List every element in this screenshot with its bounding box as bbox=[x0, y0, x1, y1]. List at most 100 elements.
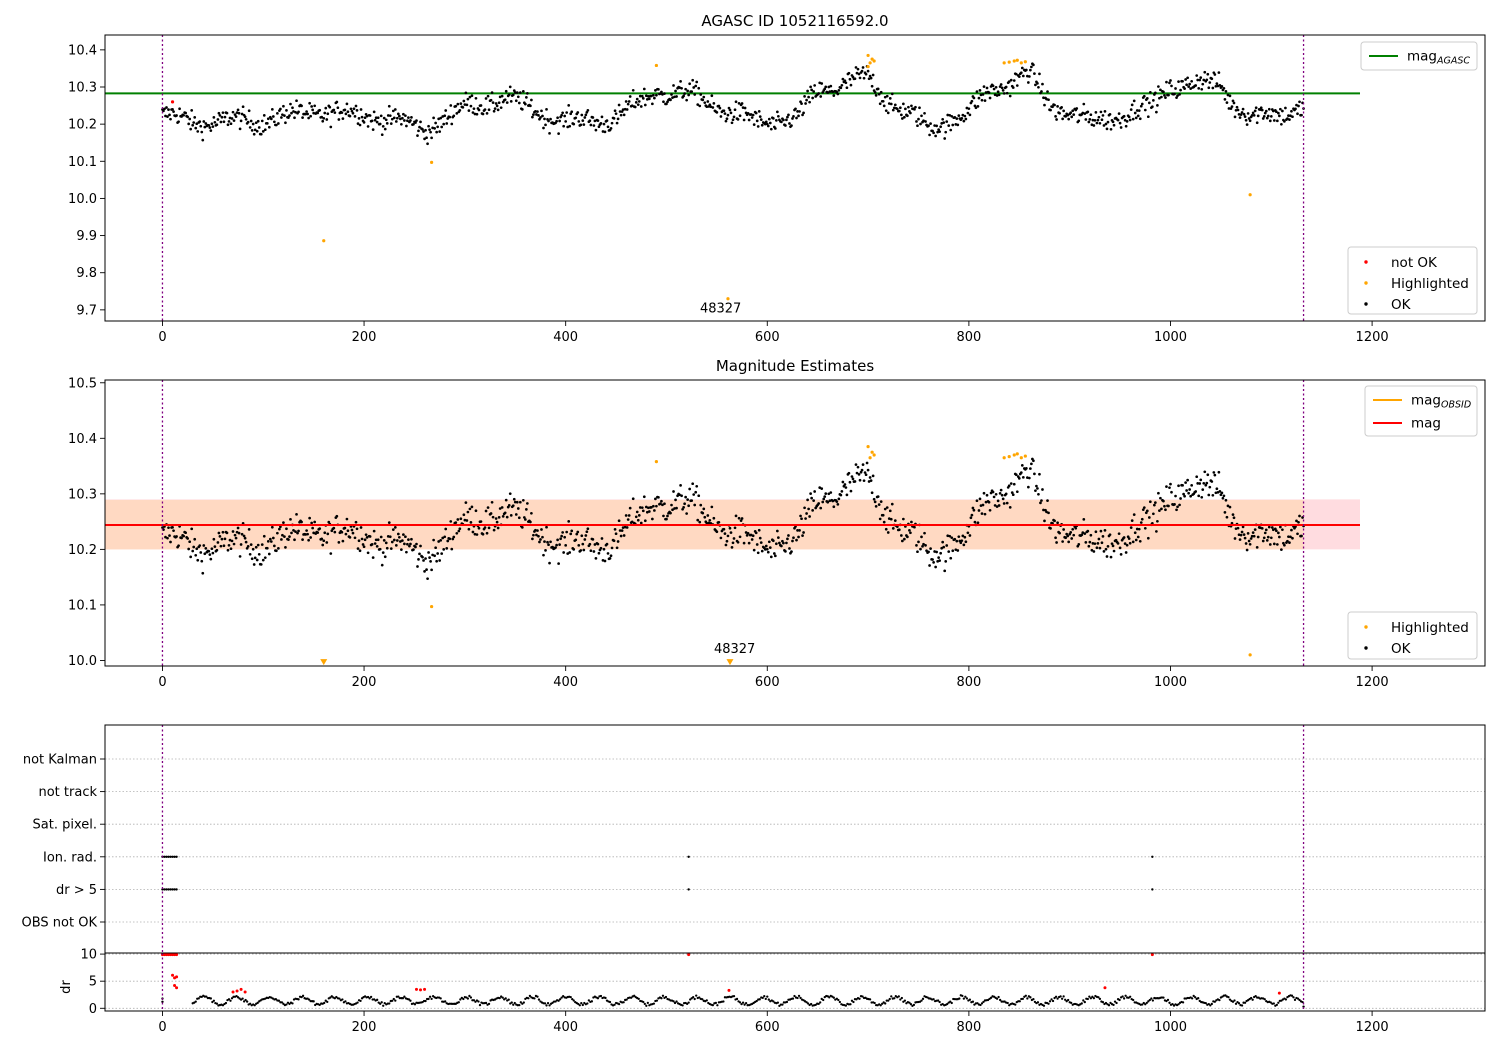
ok-point bbox=[747, 541, 751, 545]
ok-point bbox=[1094, 110, 1098, 114]
dr-point bbox=[388, 1002, 391, 1005]
dr-flagged-point bbox=[419, 988, 423, 992]
ok-point bbox=[797, 535, 800, 539]
ok-point bbox=[396, 532, 400, 536]
ok-point bbox=[256, 543, 260, 547]
dr-point bbox=[394, 999, 397, 1002]
ok-point bbox=[1252, 113, 1256, 117]
ok-point bbox=[184, 531, 187, 535]
ok-point bbox=[399, 540, 402, 543]
ok-point bbox=[642, 495, 646, 499]
ok-point bbox=[1067, 540, 1071, 544]
ok-point bbox=[394, 120, 398, 123]
x-tick-label: 600 bbox=[755, 1020, 780, 1035]
ok-point bbox=[1004, 85, 1008, 89]
dr-point bbox=[211, 1000, 214, 1004]
ok-point bbox=[196, 558, 200, 562]
flag-point bbox=[687, 855, 690, 858]
ok-point bbox=[1195, 74, 1199, 77]
highlighted-point bbox=[872, 453, 876, 457]
ok-point bbox=[740, 102, 744, 105]
ok-point bbox=[1028, 75, 1031, 78]
dr-point bbox=[858, 997, 861, 1000]
ok-point bbox=[343, 526, 347, 530]
ok-point bbox=[387, 104, 391, 108]
ok-point bbox=[568, 551, 572, 554]
ok-point bbox=[403, 542, 406, 546]
ok-point bbox=[777, 114, 780, 118]
ok-point bbox=[1270, 526, 1274, 529]
ok-point bbox=[890, 502, 894, 506]
x-tick-label: 200 bbox=[352, 330, 377, 345]
ok-point bbox=[966, 531, 970, 535]
ok-point bbox=[526, 502, 529, 505]
ok-point bbox=[1005, 501, 1009, 505]
dr-point bbox=[982, 1000, 985, 1004]
dr-point bbox=[879, 1004, 882, 1007]
dr-point bbox=[761, 996, 764, 1000]
ok-point bbox=[1021, 74, 1025, 78]
ok-point bbox=[1043, 103, 1046, 107]
dr-point bbox=[1263, 998, 1266, 1001]
dr-point bbox=[548, 1004, 551, 1007]
dr-point bbox=[242, 1000, 246, 1003]
ok-point bbox=[1178, 93, 1181, 96]
ok-point bbox=[211, 551, 215, 555]
ok-point bbox=[387, 521, 391, 524]
dr-point bbox=[224, 1001, 228, 1005]
ok-point bbox=[244, 117, 248, 121]
dr-point bbox=[558, 998, 562, 1001]
ok-point bbox=[329, 552, 333, 555]
ok-point bbox=[1162, 90, 1165, 94]
dr-point bbox=[1166, 998, 1170, 1001]
dr-point bbox=[469, 996, 473, 999]
ok-point bbox=[1175, 96, 1178, 100]
ok-point bbox=[433, 554, 436, 558]
ok-point bbox=[883, 95, 887, 99]
ok-point bbox=[889, 517, 893, 521]
ok-point bbox=[236, 526, 240, 530]
ok-point bbox=[1131, 540, 1135, 544]
flag-point bbox=[163, 855, 166, 858]
dr-point bbox=[462, 997, 465, 1001]
ok-point bbox=[1155, 110, 1158, 114]
dr-point bbox=[1118, 998, 1121, 1002]
ok-point bbox=[279, 107, 282, 111]
ok-point bbox=[236, 108, 240, 112]
dr-point bbox=[903, 999, 907, 1002]
ok-point bbox=[942, 545, 946, 549]
ok-point bbox=[1186, 478, 1189, 482]
ok-point bbox=[861, 463, 865, 466]
dr-point bbox=[1197, 997, 1200, 1000]
ok-point bbox=[310, 105, 313, 108]
ok-point bbox=[1173, 92, 1176, 96]
ok-point bbox=[449, 520, 453, 523]
ok-point bbox=[222, 120, 226, 124]
highlighted-point bbox=[1023, 454, 1027, 458]
ok-point bbox=[532, 533, 535, 537]
ok-point bbox=[962, 543, 966, 547]
x-tick-label: 1200 bbox=[1356, 675, 1389, 690]
flag-point bbox=[165, 855, 168, 858]
ok-point bbox=[817, 502, 821, 505]
ok-point bbox=[564, 543, 568, 547]
ok-point bbox=[583, 116, 587, 119]
ok-point bbox=[1156, 519, 1159, 523]
ok-point bbox=[217, 531, 221, 535]
ok-point bbox=[1137, 109, 1141, 112]
ok-point bbox=[1289, 114, 1292, 118]
ok-point bbox=[537, 534, 540, 538]
dr-point bbox=[1210, 1002, 1213, 1006]
ok-point bbox=[927, 550, 930, 554]
ok-point bbox=[1135, 109, 1139, 112]
ok-point bbox=[623, 107, 627, 111]
dr-point bbox=[504, 997, 507, 1000]
ok-point bbox=[1055, 118, 1058, 121]
ok-point bbox=[545, 525, 548, 529]
ok-point bbox=[213, 545, 217, 548]
ok-point bbox=[291, 106, 294, 110]
ok-point bbox=[997, 93, 1001, 97]
ok-point bbox=[164, 535, 167, 539]
ok-point bbox=[1213, 73, 1217, 76]
x-tick-label: 800 bbox=[956, 1020, 981, 1035]
